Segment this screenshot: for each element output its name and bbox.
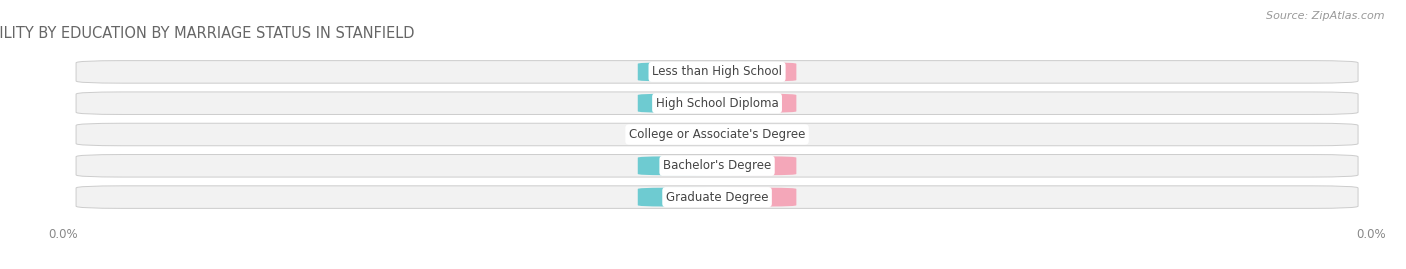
Text: 0.0%: 0.0% [742,129,772,140]
Text: Graduate Degree: Graduate Degree [666,191,768,204]
FancyBboxPatch shape [76,92,1358,115]
FancyBboxPatch shape [717,94,796,113]
FancyBboxPatch shape [717,125,796,144]
Text: 0.0%: 0.0% [742,161,772,171]
Text: 0.0%: 0.0% [662,98,692,108]
FancyBboxPatch shape [717,62,796,81]
Text: 0.0%: 0.0% [742,98,772,108]
Text: High School Diploma: High School Diploma [655,97,779,110]
FancyBboxPatch shape [638,125,717,144]
FancyBboxPatch shape [638,156,717,175]
FancyBboxPatch shape [76,186,1358,208]
FancyBboxPatch shape [717,188,796,207]
Text: 0.0%: 0.0% [662,67,692,77]
Text: 0.0%: 0.0% [742,192,772,202]
FancyBboxPatch shape [638,94,717,113]
FancyBboxPatch shape [717,156,796,175]
FancyBboxPatch shape [638,62,717,81]
Text: Bachelor's Degree: Bachelor's Degree [664,159,770,172]
Text: 0.0%: 0.0% [662,161,692,171]
Text: 0.0%: 0.0% [742,67,772,77]
FancyBboxPatch shape [76,123,1358,146]
Text: FERTILITY BY EDUCATION BY MARRIAGE STATUS IN STANFIELD: FERTILITY BY EDUCATION BY MARRIAGE STATU… [0,26,415,41]
Text: 0.0%: 0.0% [662,129,692,140]
FancyBboxPatch shape [638,188,717,207]
FancyBboxPatch shape [76,61,1358,83]
FancyBboxPatch shape [76,154,1358,177]
Text: College or Associate's Degree: College or Associate's Degree [628,128,806,141]
Text: Less than High School: Less than High School [652,65,782,78]
Text: Source: ZipAtlas.com: Source: ZipAtlas.com [1267,11,1385,21]
Text: 0.0%: 0.0% [662,192,692,202]
